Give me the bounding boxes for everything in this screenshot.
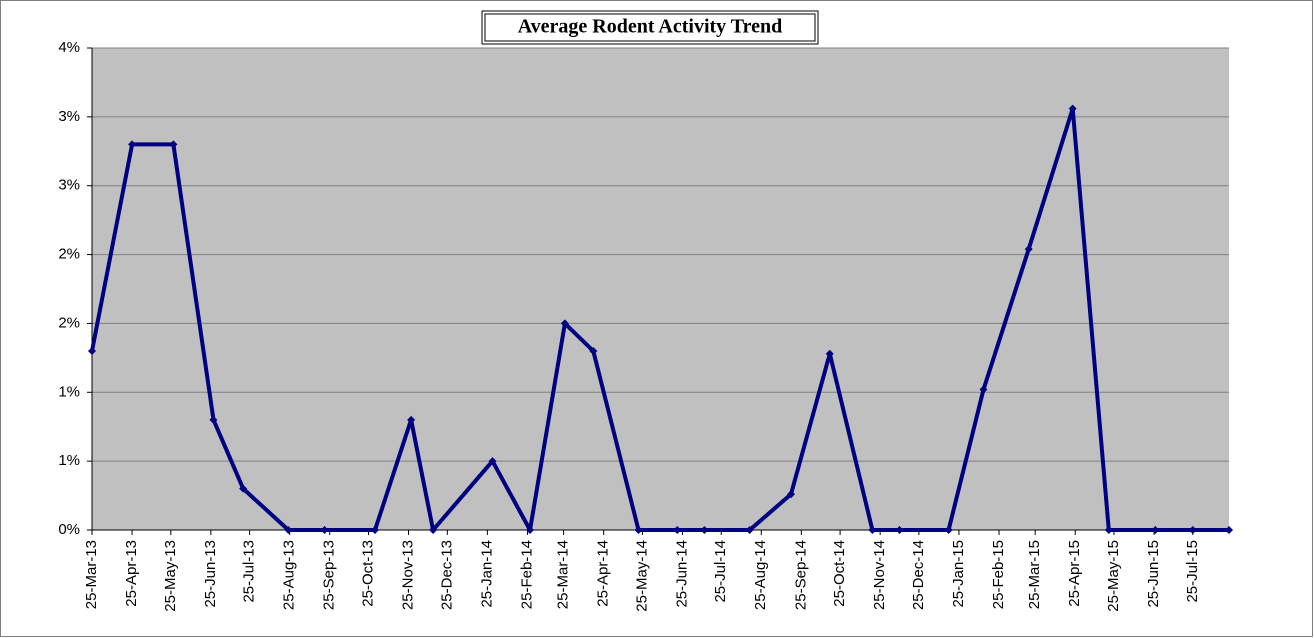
y-tick-label: 1% (58, 383, 80, 400)
x-tick-label: 25-Feb-15 (990, 540, 1007, 609)
x-tick-label: 25-Jun-15 (1145, 540, 1162, 608)
data-point (979, 385, 988, 394)
data-point (320, 526, 329, 534)
data-point (589, 346, 598, 355)
data-point (825, 349, 834, 358)
data-point (1151, 526, 1160, 534)
data-point (895, 526, 904, 534)
x-tick-label: 25-Oct-14 (831, 540, 848, 607)
data-point (944, 526, 953, 534)
x-tick-label: 25-Dec-13 (438, 540, 455, 610)
x-tick-label: 25-Nov-13 (400, 540, 417, 610)
data-point (868, 526, 877, 534)
x-tick-label: 25-Apr-14 (595, 540, 612, 607)
data-point (700, 526, 709, 534)
x-tick-label: 25-Sep-14 (792, 540, 809, 610)
x-tick-label: 25-Jun-14 (673, 540, 690, 608)
data-point (407, 415, 416, 424)
y-tick-label: 1% (58, 452, 80, 469)
data-point (88, 346, 96, 355)
plot-area: 0% 1% 1% 2% 2% 3% 3% 4% 25-Mar-13 25-Apr-13 25-May… (58, 39, 1233, 612)
x-tick-label: 25-Feb-14 (518, 540, 535, 609)
data-point (634, 526, 643, 534)
data-point (429, 526, 438, 534)
x-tick-label: 25-Aug-14 (752, 540, 769, 610)
x-tick-label: 25-May-13 (162, 540, 179, 612)
x-tick-label: 25-Apr-13 (123, 540, 140, 607)
data-point (786, 490, 795, 499)
x-tick-label: 25-Jul-13 (241, 540, 258, 603)
title-box-inner (484, 13, 816, 42)
y-tick-label: 3% (58, 177, 80, 194)
y-tick-label: 2% (58, 246, 80, 263)
data-point (284, 526, 293, 534)
x-tick-label: 25-Nov-14 (871, 540, 888, 610)
data-point (673, 526, 682, 534)
x-tick-label: 25-May-15 (1105, 540, 1122, 612)
y-tick-label: 2% (58, 314, 80, 331)
x-tick-label: 25-Mar-14 (555, 540, 572, 609)
x-tick-label: 25-Dec-14 (910, 540, 927, 610)
x-tick-label: 25-Jun-13 (202, 540, 219, 608)
data-point (1068, 104, 1077, 113)
data-point (560, 319, 569, 328)
title-box (481, 10, 819, 45)
data-point (1104, 526, 1113, 534)
x-tick-label: 25-Jan-15 (950, 540, 967, 608)
x-tick-label: 25-Mar-13 (83, 540, 100, 609)
y-tick-label: 0% (58, 521, 80, 538)
x-tick-label: 25-Apr-15 (1066, 540, 1083, 607)
data-point (488, 457, 497, 466)
data-point (128, 140, 137, 149)
data-point (209, 415, 218, 424)
data-point (1188, 526, 1197, 534)
data-point (370, 526, 379, 534)
x-tick-label: 25-Jul-15 (1184, 540, 1201, 603)
x-tick-label: 25-Mar-15 (1026, 540, 1043, 609)
data-line (90, 106, 1229, 532)
data-point (1024, 245, 1033, 254)
y-tick-label: 3% (58, 108, 80, 125)
data-point (239, 484, 248, 493)
chart-title: Average Rodent Activity Trend (518, 16, 783, 38)
x-tick-label: 25-Jan-14 (478, 540, 495, 608)
y-tick-label: 4% (58, 39, 80, 56)
x-tick-label: 25-Aug-13 (281, 540, 298, 610)
x-tick-label: 25-Sep-13 (321, 540, 338, 610)
x-tick-label: 25-Jul-14 (712, 540, 729, 603)
data-point (526, 526, 535, 534)
data-point (745, 526, 754, 534)
x-tick-label: 25-Oct-13 (359, 540, 376, 607)
x-tick-label: 25-May-14 (633, 540, 650, 612)
data-point (169, 140, 178, 149)
data-point (1225, 526, 1233, 534)
plot-background (92, 48, 1229, 530)
